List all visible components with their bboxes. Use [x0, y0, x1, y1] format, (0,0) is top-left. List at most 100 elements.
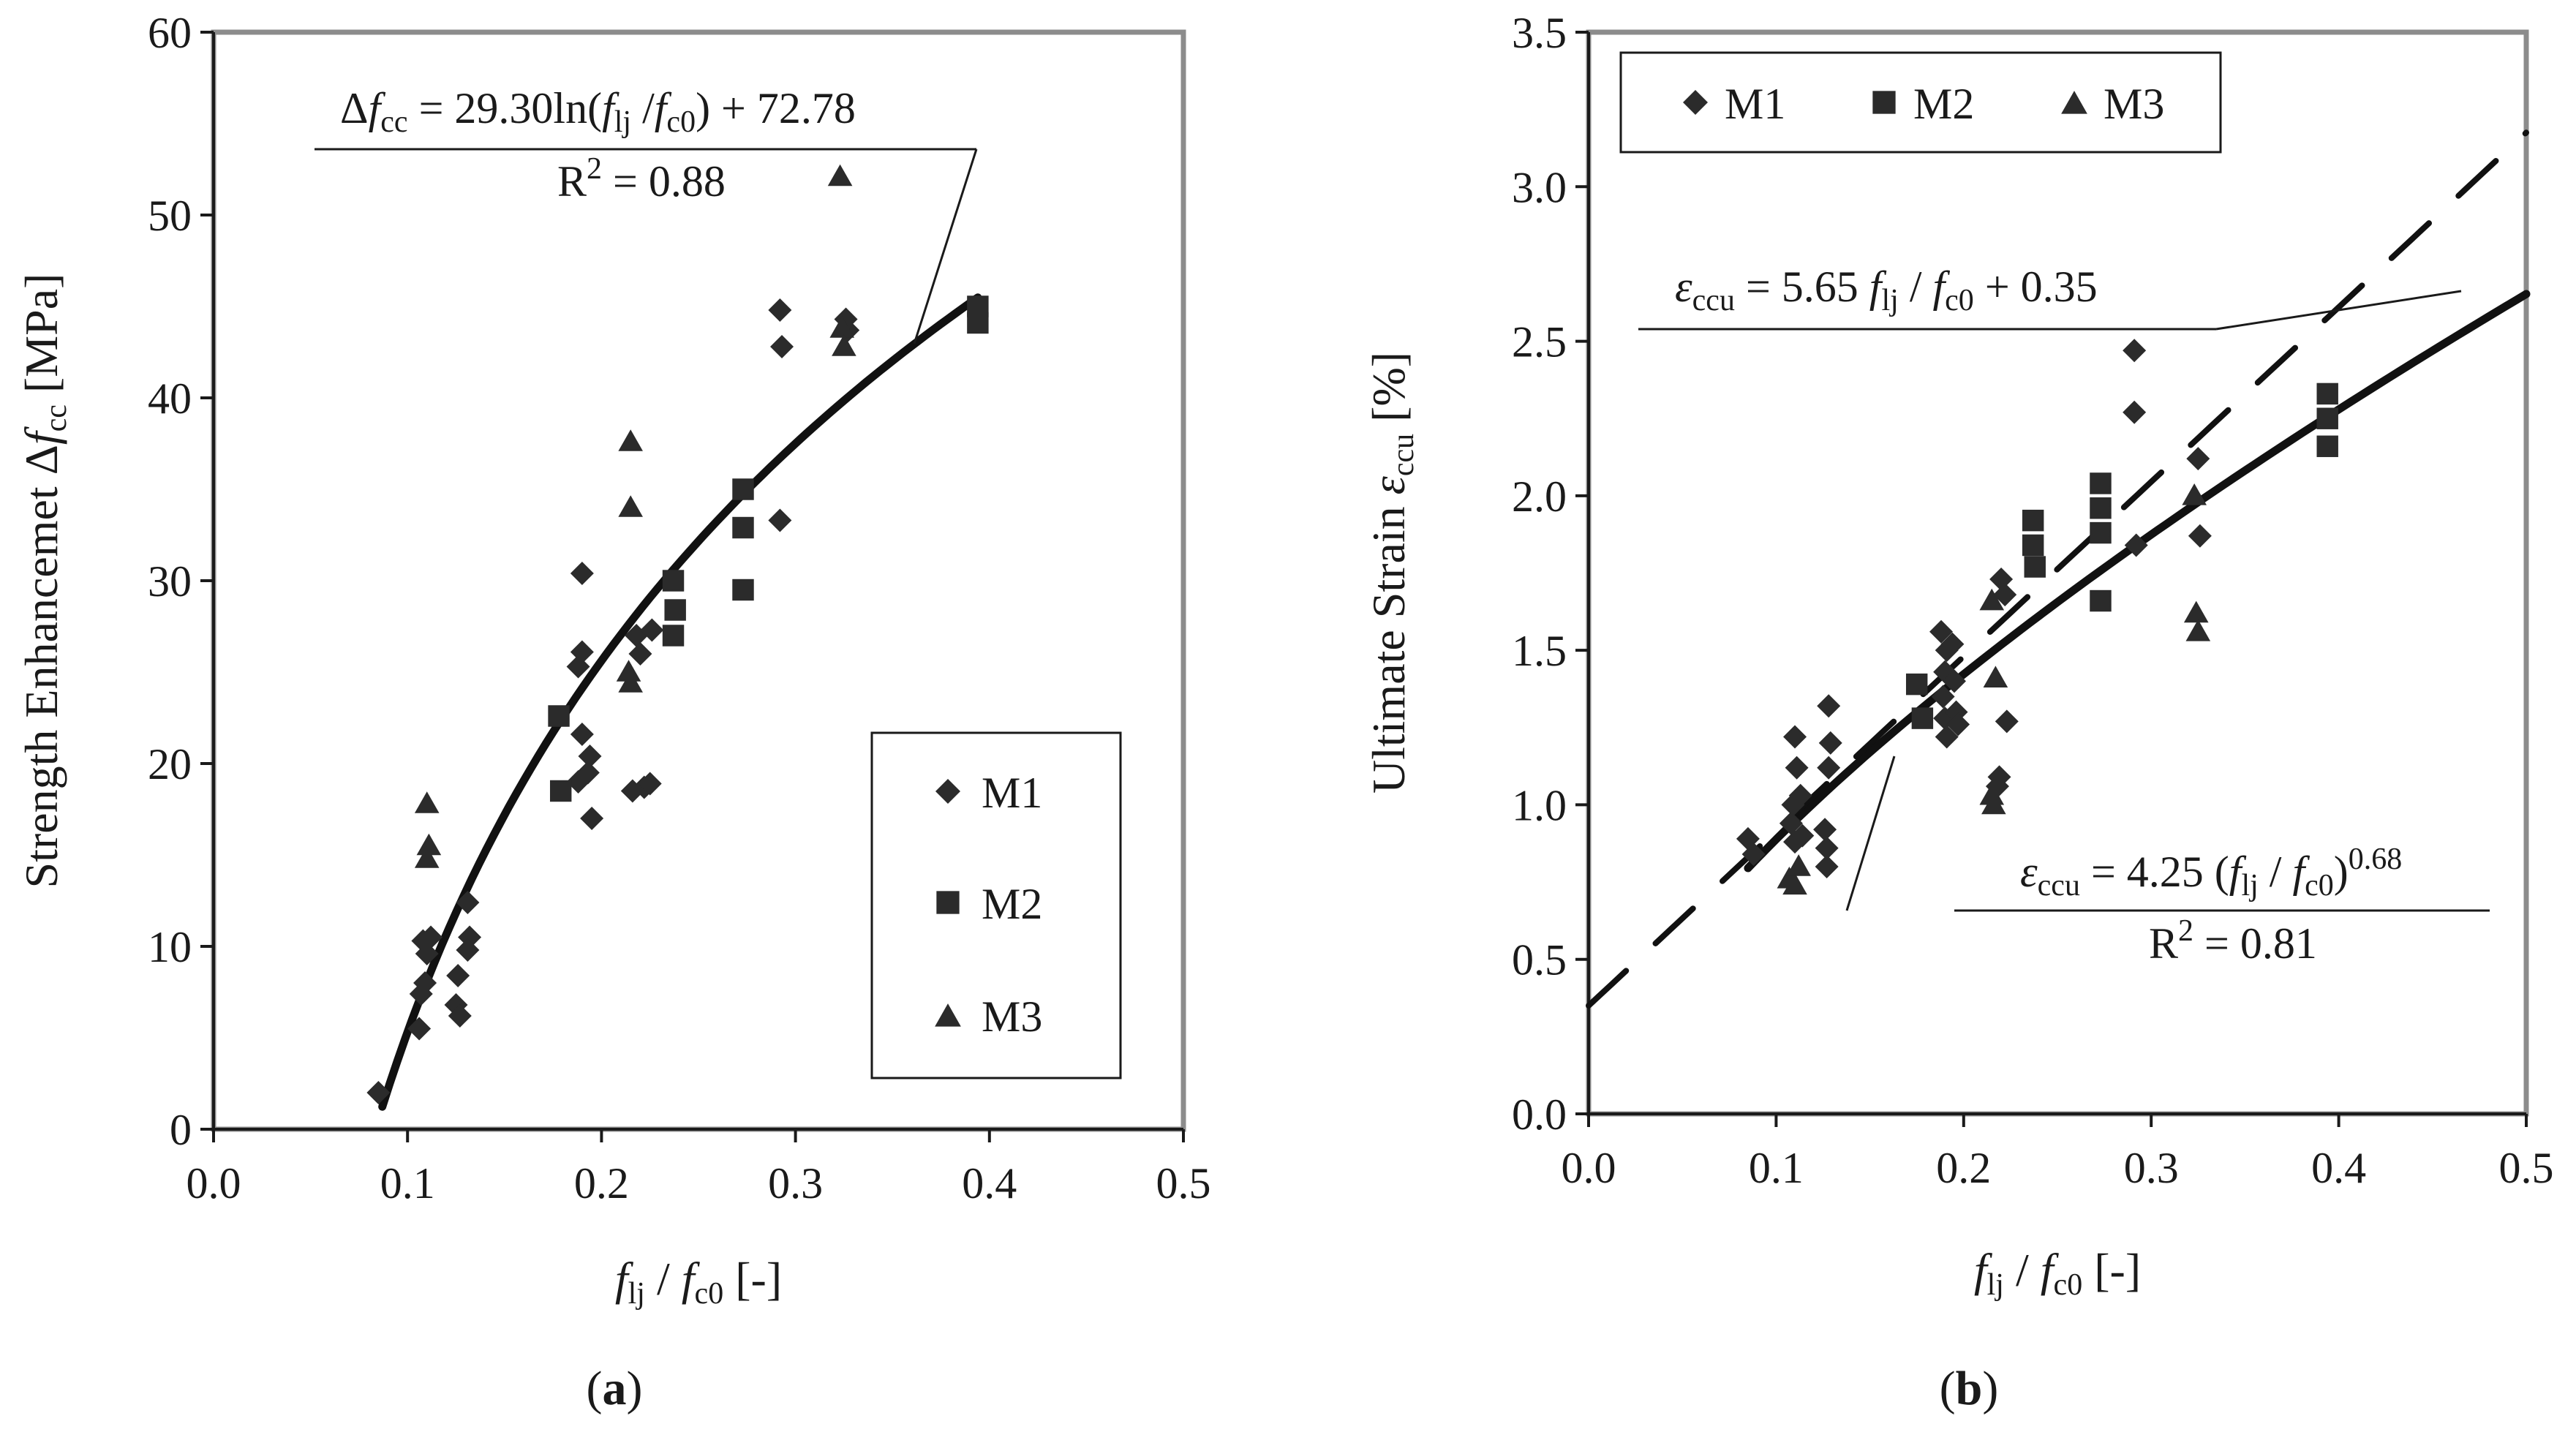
panel-b-power-leader	[1845, 755, 1896, 911]
m2-point	[548, 705, 570, 727]
m1-point	[620, 779, 644, 803]
m3-point	[1979, 588, 2005, 611]
m1-point	[456, 938, 480, 962]
panel-b-legend-box	[1619, 51, 2222, 154]
xlab-a-s1: lj	[628, 1277, 645, 1311]
m2-point	[967, 312, 989, 334]
m3-point	[416, 833, 442, 856]
m1-point	[1783, 725, 1807, 749]
m1-point	[770, 335, 794, 358]
panel-a-r-squared: R2 = 0.88	[557, 152, 726, 206]
m3-point	[1782, 873, 1807, 895]
eqlin-b-sub: ccu	[1692, 284, 1735, 317]
m1-point	[1815, 854, 1839, 878]
m1-point	[1995, 709, 2019, 734]
x-tick-label: 0.0	[187, 1159, 241, 1207]
y-tick-label: 50	[148, 192, 192, 240]
x-tick-label: 0.4	[2311, 1144, 2366, 1192]
panel-b-legend-markers	[1683, 90, 2087, 115]
m2-point	[2316, 407, 2338, 429]
ylab-a-pre: Strength Enhancemet Δ	[15, 445, 67, 888]
eqpow-b-sub: ccu	[2038, 869, 2080, 902]
m1-point	[1993, 583, 2017, 607]
y-tick-label: 3.5	[1512, 9, 1567, 57]
m2-point	[732, 478, 754, 500]
m1-point	[566, 770, 590, 794]
m1-point	[1817, 755, 1841, 780]
m1-point	[1931, 685, 1955, 709]
r2-a-rest: = 0.88	[602, 157, 726, 206]
m2-point	[2022, 534, 2044, 557]
panel-a-legend-m1: M1	[982, 769, 1042, 817]
m1-point	[1779, 811, 1803, 835]
xlab-a-mid: /	[645, 1253, 682, 1305]
m2-point	[2090, 589, 2112, 612]
y-tick-label: 1.5	[1512, 627, 1567, 675]
eqpow-b-var: ε	[2020, 848, 2038, 896]
x-tick-label: 0.1	[380, 1159, 435, 1207]
ylab-b-sub: ccu	[1387, 434, 1420, 476]
m1-point	[1817, 694, 1841, 718]
m1-point	[1788, 783, 1812, 807]
y-tick-label: 0.0	[1512, 1090, 1567, 1139]
xlab-b-s1: lj	[1987, 1268, 2004, 1302]
panel-b-plot-frame	[1586, 29, 2529, 1117]
m2-point	[732, 579, 754, 601]
power-fit-line	[1744, 290, 2531, 873]
m1-point	[570, 562, 594, 585]
panel-b-power-equation: εccu = 4.25 (flj / fc0)0.68	[2020, 843, 2402, 902]
xlab-a-s2: c0	[695, 1277, 724, 1311]
panel-a-legend-m3: M3	[982, 992, 1042, 1041]
m3-point	[1979, 783, 2005, 805]
m2-point	[2316, 435, 2338, 457]
m1-point	[448, 1004, 472, 1028]
caption-a-letter: a	[603, 1362, 627, 1415]
panel-b-caption: (b)	[1940, 1362, 1999, 1415]
panel-b-ticks: 0.0 0.1 0.2 0.3 0.4 0.5 0.0 0.5 1.0 1.5 2.0 2.5 3.0 3…	[1512, 9, 2554, 1192]
m2-point	[549, 780, 572, 802]
panel-b-legend-m2: M2	[1913, 80, 1974, 128]
m1-point	[409, 982, 433, 1006]
m1-point	[456, 891, 480, 914]
eqlin-b-sub3: c0	[1945, 284, 1974, 317]
m1-point	[1946, 712, 1970, 736]
y-tick-label: 2.5	[1512, 318, 1567, 366]
y-tick-label: 0	[170, 1106, 192, 1154]
m3-point	[618, 495, 643, 517]
r2-a-R: R	[557, 157, 587, 206]
m2-point	[2090, 521, 2112, 544]
legend-m1-marker	[935, 779, 960, 804]
caption-a-open: (	[587, 1362, 603, 1415]
x-tick-label: 0.0	[1562, 1144, 1616, 1192]
legend-m1-marker	[1683, 90, 1708, 115]
caption-b-letter: b	[1956, 1362, 1983, 1415]
m1-point	[1942, 669, 1966, 693]
m1-point	[407, 1017, 432, 1041]
panel-a-points	[366, 164, 989, 1104]
panel-b-legend-m3: M3	[2104, 80, 2164, 128]
m3-point	[618, 429, 643, 451]
m3-point	[832, 334, 856, 356]
m2-point	[664, 599, 686, 621]
panel-a: 0.0 0.1 0.2 0.3 0.4 0.5 0 10 20 30 40 50 60 Δfcc = 2…	[15, 9, 1211, 1415]
ylab-b-unit: [%]	[1363, 352, 1415, 434]
m1-point	[640, 618, 664, 642]
m3-point	[414, 791, 440, 813]
x-tick-label: 0.2	[574, 1159, 629, 1207]
panel-b-r-squared: R2 = 0.81	[2149, 914, 2317, 968]
m1-point	[1989, 567, 2014, 591]
m2-point	[2022, 509, 2044, 532]
m3-point	[618, 671, 643, 693]
m1-point	[366, 1081, 391, 1104]
eqpow-b-close: )	[2334, 848, 2349, 896]
m2-point	[2090, 472, 2112, 494]
panel-b: 0.0 0.1 0.2 0.3 0.4 0.5 0.0 0.5 1.0 1.5 2.0 2.5 3.0 3…	[1363, 9, 2554, 1415]
m1-point	[638, 772, 662, 796]
m1-point	[1935, 725, 1959, 749]
m1-point	[1790, 824, 1815, 848]
ylab-a-sub: cc	[39, 404, 73, 432]
m2-point	[732, 516, 754, 539]
eq-a-sub: cc	[380, 105, 407, 139]
eqlin-b-slash: /	[1899, 263, 1933, 311]
linear-fit-line	[1586, 129, 2529, 1009]
